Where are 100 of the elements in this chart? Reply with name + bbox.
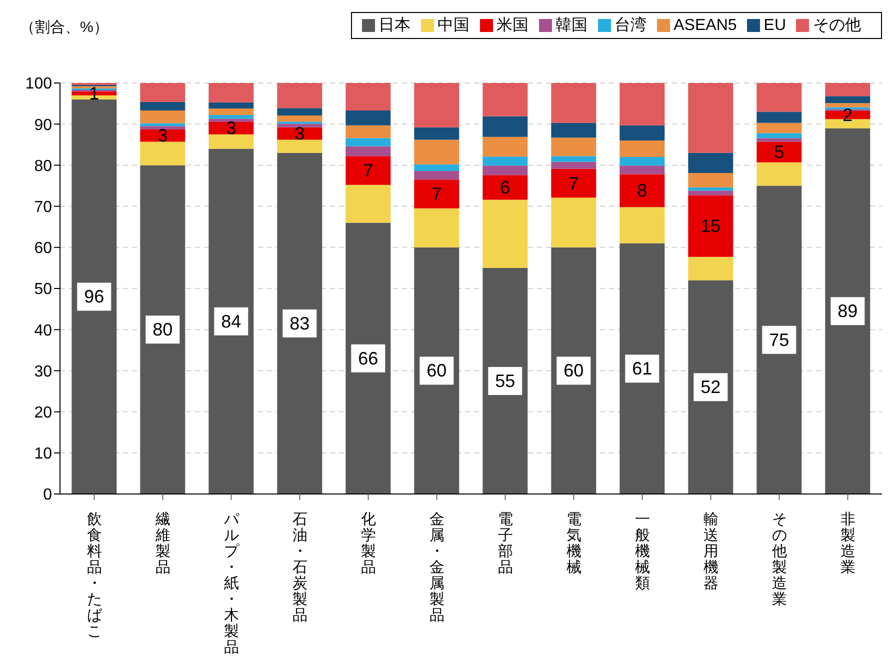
bar [482, 116, 528, 137]
bar [277, 108, 322, 116]
data-label: 83 [290, 313, 310, 334]
x-tick-label: 一般機械類 [634, 511, 650, 592]
bar [482, 83, 528, 116]
bar [482, 156, 528, 166]
bar [688, 173, 734, 188]
data-label: 75 [769, 330, 790, 350]
bar [414, 180, 460, 208]
bar [208, 148, 254, 494]
bar [756, 186, 802, 494]
bar [482, 175, 528, 200]
bar [756, 162, 802, 186]
legend-label: ASEAN5 [674, 17, 737, 34]
data-label: 15 [700, 216, 721, 236]
y-tick-label: 0 [43, 486, 52, 504]
bar [414, 164, 460, 171]
data-label: 5 [774, 142, 784, 162]
bar [551, 122, 596, 138]
x-tick-label: 非製造業 [840, 511, 856, 576]
bar [825, 119, 870, 128]
data-label: 3 [294, 124, 305, 144]
bar [140, 142, 186, 166]
data-label: 3 [226, 118, 236, 138]
x-tick-label: 電気機械 [566, 511, 582, 576]
bar [825, 83, 870, 96]
bar [277, 152, 322, 494]
bar [414, 83, 460, 128]
data-label: 66 [358, 348, 378, 368]
x-tick-label: 繊維製品 [154, 511, 170, 576]
data-label: 3 [158, 126, 168, 146]
bar [414, 127, 460, 140]
bar [551, 83, 596, 123]
bar [688, 187, 734, 191]
data-label: 61 [632, 358, 652, 379]
bar [551, 156, 596, 162]
bar [620, 83, 665, 126]
bar [756, 112, 802, 123]
data-label: 8 [637, 180, 648, 201]
y-tick-label: 60 [34, 240, 52, 258]
bar [346, 110, 391, 126]
bar [277, 124, 322, 128]
data-label: 80 [152, 320, 173, 340]
bar [756, 142, 802, 162]
x-tick-label: 石油・石炭製品 [292, 511, 308, 624]
data-label: 6 [500, 177, 510, 198]
bar [756, 122, 802, 134]
bar [346, 83, 391, 111]
bar [756, 138, 802, 142]
bar [551, 138, 596, 156]
bar [825, 103, 870, 108]
y-tick-label: 100 [25, 76, 52, 93]
bar [346, 156, 391, 185]
data-label: 55 [495, 370, 516, 391]
legend-label: 韓国 [556, 17, 588, 34]
data-label: 84 [221, 311, 242, 332]
y-axis-title: （割合、%） [20, 18, 108, 37]
y-tick-label: 30 [34, 363, 52, 380]
legend-label: 日本 [378, 17, 411, 34]
data-label: 89 [838, 301, 858, 322]
bar [756, 133, 802, 138]
y-tick-label: 20 [34, 404, 52, 422]
bar [346, 146, 391, 156]
bar [140, 129, 186, 142]
bar [208, 115, 254, 119]
legend-label: 中国 [438, 17, 470, 34]
bar [208, 83, 254, 102]
bar [482, 268, 528, 494]
bar [140, 126, 186, 130]
bar [346, 125, 391, 138]
bar [688, 190, 734, 196]
x-tick-label: 金属・金属製品 [429, 511, 444, 624]
bar [825, 128, 870, 494]
legend-label: 台湾 [614, 17, 647, 34]
legend-label: その他 [813, 17, 861, 34]
data-label: 96 [84, 286, 104, 307]
bar [620, 174, 665, 208]
bar [756, 83, 802, 112]
y-tick-label: 10 [34, 446, 52, 463]
x-tick-label: 飲食料品・たばこ [86, 511, 103, 640]
bar [482, 166, 528, 176]
category-label: パルプ・紙・木製品 [224, 511, 239, 656]
bar [482, 136, 528, 157]
bar [620, 207, 665, 244]
x-tick-label: 化学製品 [360, 511, 376, 576]
legend-label: 米国 [496, 17, 529, 34]
bar [688, 83, 734, 153]
bar [620, 243, 665, 494]
bar [346, 138, 391, 146]
y-tick-label: 70 [34, 198, 52, 216]
bar [208, 102, 254, 108]
bar [688, 256, 734, 280]
bar [620, 125, 665, 141]
bar [414, 140, 460, 164]
bar [825, 96, 870, 104]
bar [688, 152, 734, 174]
bar [620, 156, 665, 166]
bar [72, 99, 117, 494]
bar [414, 208, 460, 248]
bar [277, 140, 322, 153]
